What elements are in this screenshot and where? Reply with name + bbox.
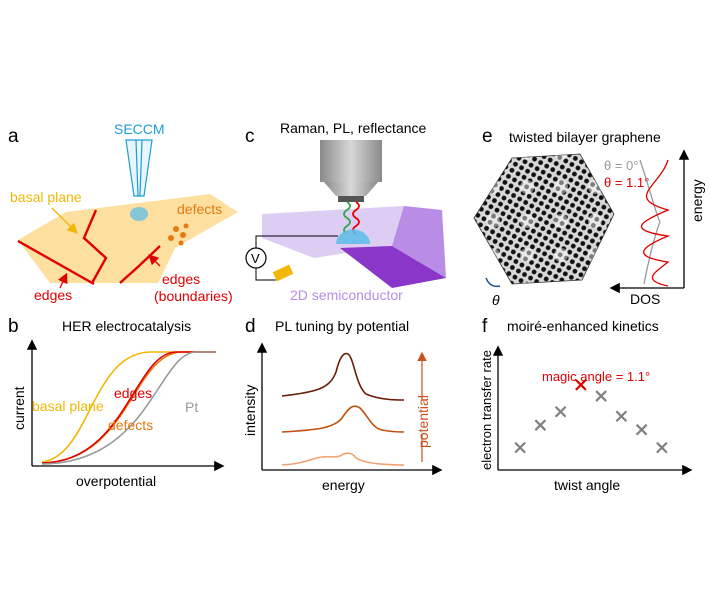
edge-line xyxy=(17,239,95,286)
chart-b-xlabel: overpotential xyxy=(76,473,156,489)
data-point xyxy=(534,419,547,431)
magic-angle-point xyxy=(575,379,587,391)
energy-label: energy xyxy=(689,179,705,222)
panel-letter-f: f xyxy=(482,316,488,337)
electrolyte-droplet xyxy=(336,229,370,244)
data-point xyxy=(514,441,526,454)
chart-f-markers xyxy=(514,379,668,454)
panel-letter-e: e xyxy=(482,126,493,147)
laser-beam-red xyxy=(352,201,360,235)
edges-label: edges xyxy=(34,287,72,303)
boundaries-arrow xyxy=(148,254,161,267)
chart-f-ylabel: electron transfer rate xyxy=(479,350,494,470)
panel-letter-d: d xyxy=(245,316,256,337)
seccm-label: SECCM xyxy=(114,121,165,137)
data-point xyxy=(656,441,668,454)
panel-letter-c: c xyxy=(245,126,255,147)
circuit-wire xyxy=(255,235,338,248)
curve-label-pt: Pt xyxy=(185,399,198,415)
circuit-wire-2 xyxy=(255,268,276,281)
moire-superlattice xyxy=(474,154,614,284)
chart-d-xlabel: energy xyxy=(322,477,365,493)
pl-spectrum-mid xyxy=(281,405,405,433)
edges-arrow xyxy=(58,272,68,289)
laser-beam-green xyxy=(343,201,351,235)
curve-basal-plane xyxy=(41,351,216,463)
panel-c-title: Raman, PL, reflectance xyxy=(280,120,427,136)
panel-b: b HER electrocatalysis current overpoten… xyxy=(8,316,225,489)
potential-label: potential xyxy=(415,395,431,448)
grain-boundary-line-2 xyxy=(119,245,161,284)
panel-c: c Raman, PL, reflectance V 2D semiconduc… xyxy=(245,120,446,303)
curve-edges xyxy=(41,351,216,464)
pl-spectrum-high xyxy=(281,352,405,401)
objective-tip xyxy=(324,182,378,196)
curve-label-basal-plane: basal plane xyxy=(32,398,104,414)
panel-d: d PL tuning by potential intensity energ… xyxy=(242,316,443,493)
data-point xyxy=(554,405,567,418)
panel-a: a SECCM basal plane defects edges edges … xyxy=(8,121,238,304)
theta-11-label: θ = 1.1° xyxy=(604,175,649,190)
contact-electrode xyxy=(272,264,294,282)
basal-plane-sheet xyxy=(18,194,238,283)
chart-f-title: moiré-enhanced kinetics xyxy=(507,318,659,334)
dos-label: DOS xyxy=(630,291,660,307)
voltmeter-label: V xyxy=(251,251,260,266)
substrate-dark-face xyxy=(340,246,446,288)
curve-label-defects: defects xyxy=(108,417,153,433)
chart-f-xlabel: twist angle xyxy=(554,477,620,493)
chart-d-title: PL tuning by potential xyxy=(275,318,409,334)
twist-arrow xyxy=(485,277,501,288)
panel-f: f moiré-enhanced kinetics electron trans… xyxy=(479,316,693,493)
magic-angle-label: magic angle = 1.1° xyxy=(542,369,650,384)
chart-b-ylabel: current xyxy=(11,386,27,430)
theta-0-label: θ = 0° xyxy=(604,158,638,173)
seccm-droplet xyxy=(130,207,148,221)
objective-body xyxy=(320,140,382,182)
substrate-label: 2D semiconductor xyxy=(290,287,403,303)
pl-spectrum-low xyxy=(281,452,405,466)
data-point xyxy=(635,423,648,436)
panel-letter-a: a xyxy=(8,126,19,147)
data-point xyxy=(595,390,607,402)
twist-angle-theta: θ xyxy=(492,292,500,308)
curve-label-edges: edges xyxy=(114,385,152,401)
edges-boundaries-label-1: edges xyxy=(162,271,200,287)
data-point xyxy=(615,410,628,423)
chart-d-ylabel: intensity xyxy=(242,385,258,436)
edges-boundaries-label-2: (boundaries) xyxy=(154,288,233,304)
defect-dots xyxy=(168,223,189,246)
curve-pt xyxy=(41,351,216,465)
chart-b-title: HER electrocatalysis xyxy=(62,318,191,334)
substrate-slope xyxy=(392,206,446,278)
defects-label: defects xyxy=(177,201,222,217)
grain-boundary-line xyxy=(82,209,108,284)
dos-curve-theta-1.1 xyxy=(641,159,671,287)
panel-letter-b: b xyxy=(8,316,19,337)
seccm-pipette xyxy=(125,139,153,197)
panel-e-title: twisted bilayer graphene xyxy=(509,129,661,145)
basal-plane-label: basal plane xyxy=(10,189,82,205)
basal-plane-arrow xyxy=(51,207,78,234)
panel-e: e twisted bilayer graphene θ θ = 0° θ = … xyxy=(473,126,705,308)
